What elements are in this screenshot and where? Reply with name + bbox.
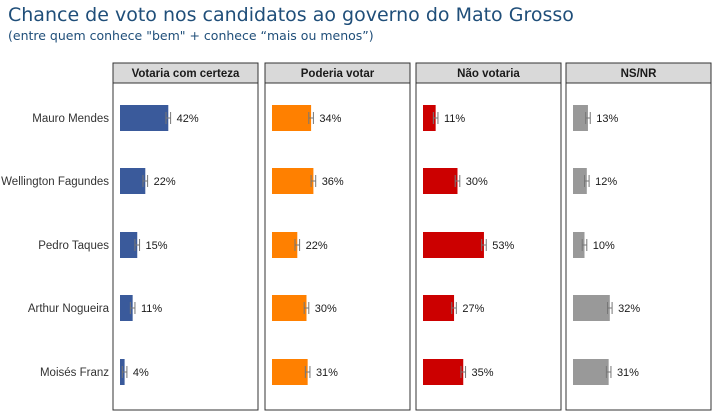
panel-title: Não votaria	[457, 68, 520, 80]
bar	[272, 295, 307, 321]
bar	[272, 359, 308, 385]
bar	[423, 232, 484, 258]
bar	[120, 295, 133, 321]
category-label: Mauro Mendes	[32, 113, 109, 125]
panel-frame	[565, 82, 712, 411]
bar	[573, 232, 585, 258]
bar	[573, 359, 609, 385]
data-label: 35%	[472, 367, 494, 379]
data-label: 53%	[492, 240, 514, 252]
bar	[423, 168, 458, 194]
data-label: 11%	[444, 113, 465, 125]
data-label: 27%	[462, 303, 484, 315]
bar	[573, 295, 610, 321]
bar	[120, 105, 169, 131]
bar	[573, 168, 587, 194]
bar	[120, 232, 138, 258]
bar	[573, 105, 588, 131]
panel-title: NS/NR	[621, 68, 657, 80]
category-label: Wellington Fagundes	[1, 176, 109, 188]
data-label: 31%	[316, 367, 338, 379]
panel-title: Poderia votar	[301, 68, 375, 80]
data-label: 30%	[466, 176, 488, 188]
panel-frame	[415, 82, 562, 411]
data-label: 30%	[315, 303, 337, 315]
data-label: 22%	[154, 176, 176, 188]
data-label: 4%	[133, 367, 149, 379]
data-label: 32%	[618, 303, 640, 315]
category-label: Pedro Taques	[38, 240, 109, 252]
data-label: 31%	[617, 367, 639, 379]
data-label: 10%	[593, 240, 615, 252]
bar	[423, 105, 436, 131]
data-label: 34%	[319, 113, 341, 125]
bar	[272, 105, 312, 131]
bar	[423, 359, 464, 385]
chart-title: Chance de voto nos candidatos ao governo…	[8, 4, 574, 26]
data-label: 12%	[595, 176, 617, 188]
panel-frame	[112, 82, 259, 411]
category-label: Moisés Franz	[40, 367, 109, 379]
data-label: 22%	[306, 240, 328, 252]
bar	[120, 168, 146, 194]
data-label: 42%	[177, 113, 199, 125]
data-label: 13%	[596, 113, 618, 125]
category-label: Arthur Nogueira	[28, 303, 110, 315]
data-label: 15%	[146, 240, 168, 252]
bar	[272, 232, 298, 258]
bar	[423, 295, 455, 321]
panel-title: Votaria com certeza	[132, 68, 240, 80]
data-label: 36%	[322, 176, 344, 188]
panel-frame	[264, 82, 411, 411]
data-label: 11%	[141, 303, 162, 315]
bar	[272, 168, 314, 194]
chart-subtitle: (entre quem conhece "bem" + conhece “mai…	[8, 28, 374, 43]
